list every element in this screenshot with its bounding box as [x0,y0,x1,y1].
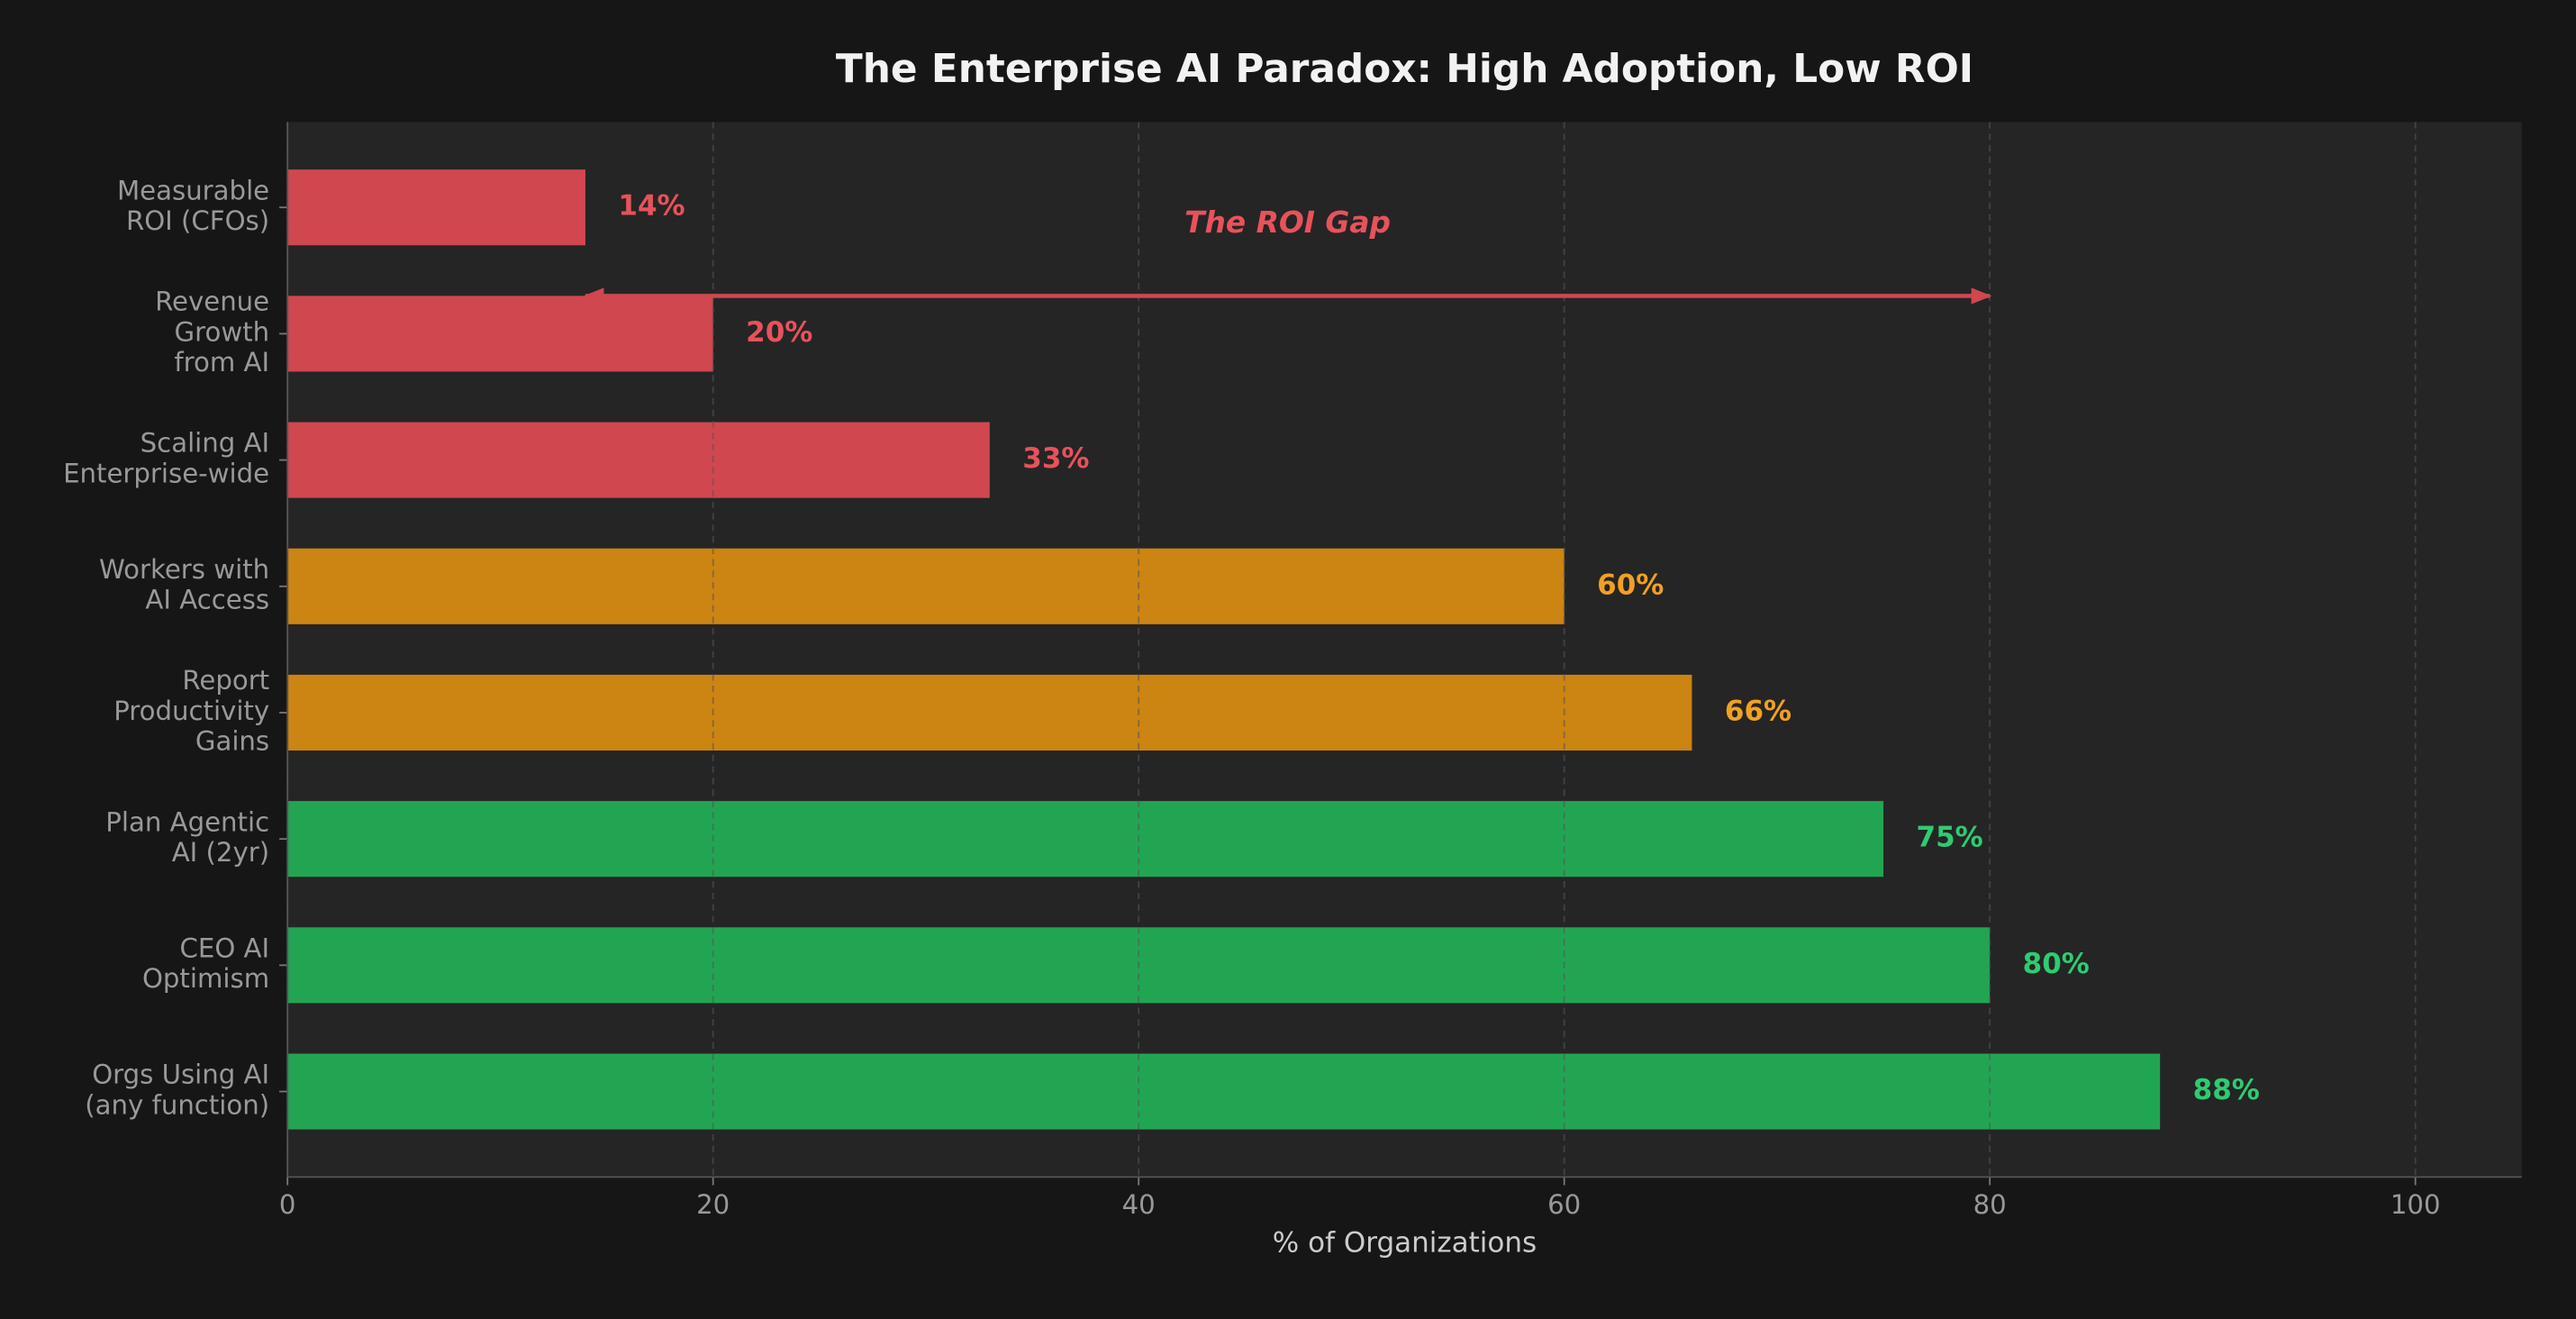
annotation-text: The ROI Gap [1184,205,1391,240]
y-tick-label: Scaling AI [141,428,269,459]
value-label: 20% [746,316,812,349]
bar [287,548,1565,624]
y-tick-label: (any function) [85,1089,269,1120]
value-label: 66% [1725,695,1791,727]
value-label: 14% [618,190,685,223]
y-tick-label: Growth [175,316,270,347]
bar [287,1053,2161,1130]
y-tick-label: Productivity [113,696,269,726]
x-tick-label: 0 [279,1189,296,1220]
x-tick-label: 40 [1122,1189,1156,1220]
plot-area [287,122,2522,1178]
y-tick-label: Enterprise-wide [63,458,269,488]
y-tick-label: AI Access [145,585,269,615]
x-tick-label: 100 [2390,1189,2441,1220]
x-axis-label: % of Organizations [1273,1227,1537,1260]
y-tick-label: Optimism [142,963,269,994]
y-tick-label: Workers with [99,554,269,585]
bar [287,422,990,498]
bar [287,296,713,372]
y-tick-label: Gains [195,726,269,757]
y-tick-label: AI (2yr) [172,837,269,868]
x-tick-label: 80 [1973,1189,2007,1220]
y-tick-label: Report [182,665,269,696]
x-tick-label: 20 [696,1189,730,1220]
value-label: 88% [2193,1074,2260,1106]
y-tick-label: ROI (CFOs) [126,205,269,236]
x-tick-label: 60 [1547,1189,1581,1220]
bar [287,169,585,246]
y-tick-label: Revenue [155,287,269,317]
chart-title: The Enterprise AI Paradox: High Adoption… [836,46,1973,92]
value-label: 75% [1917,822,1983,854]
bar [287,674,1692,751]
y-tick-label: Plan Agentic [105,806,269,837]
value-label: 33% [1022,442,1089,475]
y-tick-label: Orgs Using AI [92,1060,269,1090]
y-tick-label: CEO AI [180,932,270,963]
value-label: 80% [2023,948,2090,980]
y-tick-label: from AI [174,347,269,378]
value-label: 60% [1597,569,1664,601]
y-tick-label: Measurable [117,175,269,205]
bar [287,801,1884,878]
